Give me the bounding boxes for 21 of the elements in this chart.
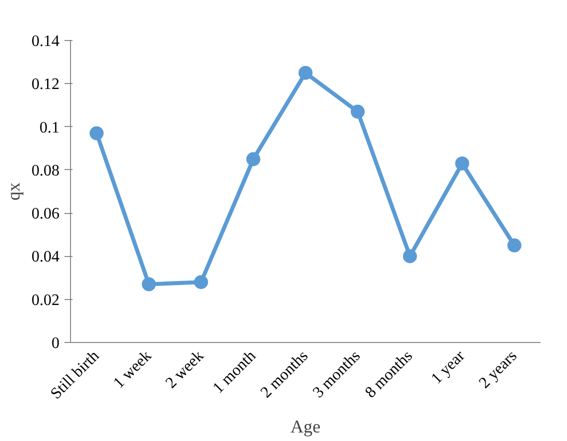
x-tick-label: 1 week bbox=[110, 347, 155, 392]
x-tick-label: 1 year bbox=[428, 347, 469, 388]
point bbox=[298, 66, 312, 80]
y-tick-label: 0.06 bbox=[32, 206, 60, 223]
point bbox=[90, 126, 104, 140]
point bbox=[455, 156, 470, 170]
x-tick-label: 2 week bbox=[162, 347, 208, 392]
x-axis-title: Age bbox=[290, 416, 321, 437]
y-tick-label: 0.12 bbox=[32, 76, 60, 94]
point bbox=[402, 249, 417, 264]
point bbox=[507, 238, 522, 252]
y-tick-label: 0.02 bbox=[32, 292, 60, 309]
y-tick-label: 0.14 bbox=[32, 33, 60, 50]
point bbox=[246, 152, 260, 166]
point bbox=[194, 275, 208, 290]
y-tick-label: 0.04 bbox=[32, 248, 60, 266]
point bbox=[350, 104, 365, 119]
point bbox=[142, 277, 156, 292]
y-tick-label: 0.1 bbox=[40, 119, 60, 136]
y-tick-label: 0.08 bbox=[32, 162, 60, 180]
y-axis-title: qx bbox=[4, 182, 24, 200]
